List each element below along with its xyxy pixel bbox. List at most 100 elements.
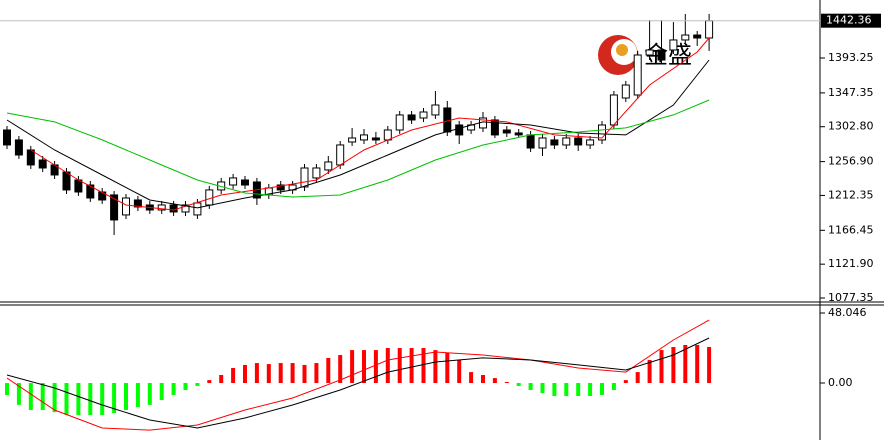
candle-body	[681, 34, 690, 41]
candle-body	[14, 139, 23, 156]
y-tick-label: 1393.25	[828, 51, 874, 64]
histogram-bar	[600, 383, 604, 395]
candle-body	[669, 39, 678, 51]
candle-body	[360, 134, 368, 141]
histogram-bar	[445, 352, 450, 384]
histogram-bar	[362, 350, 366, 384]
histogram-bar	[266, 364, 271, 384]
candle-body	[705, 20, 714, 39]
candle-body	[586, 139, 595, 146]
candle-body	[490, 119, 499, 136]
candle-body	[419, 111, 428, 119]
histogram-bar	[373, 350, 378, 384]
candle-body	[169, 204, 178, 213]
histogram-bar	[481, 374, 485, 384]
histogram-bar	[195, 383, 200, 386]
y-tick-label: 48.046	[828, 306, 867, 319]
candle-body	[538, 137, 547, 149]
histogram-bar	[16, 383, 21, 405]
candle-body	[193, 202, 202, 216]
candle-body	[431, 104, 440, 116]
candle-body	[693, 34, 702, 39]
histogram-bar	[112, 383, 117, 414]
candle-body	[229, 177, 238, 186]
y-tick-label: 0.00	[828, 376, 853, 389]
histogram-bar	[421, 348, 426, 384]
histogram-bar	[100, 383, 105, 416]
candle-body	[133, 199, 142, 208]
candle-body	[407, 114, 416, 121]
histogram-bar	[254, 363, 259, 384]
histogram-bar	[350, 350, 355, 384]
current-price-label: 1442.36	[826, 14, 872, 27]
histogram-bar	[243, 364, 247, 384]
candle-body	[550, 139, 559, 146]
candle-body	[276, 184, 285, 191]
candle-body	[312, 167, 321, 179]
histogram-bar	[623, 380, 628, 384]
candle-body	[657, 49, 666, 61]
y-tick-label: 1121.90	[828, 257, 874, 270]
candle-body	[562, 137, 571, 146]
indicator-line	[6, 59, 710, 209]
histogram-bar	[52, 383, 57, 413]
histogram-bar	[659, 350, 664, 384]
histogram-bar	[290, 363, 295, 384]
candle-body	[598, 124, 606, 141]
current-price-box	[821, 13, 881, 28]
histogram-bar	[159, 383, 164, 401]
candle-body	[300, 167, 309, 188]
y-tick-label: 1256.90	[828, 155, 874, 168]
candle-body	[62, 171, 71, 191]
histogram-bar	[231, 368, 236, 384]
histogram-bar	[409, 348, 414, 384]
histogram-bar	[207, 380, 212, 384]
candle-body	[98, 191, 107, 201]
histogram-bar	[326, 357, 331, 384]
indicator-line	[6, 337, 710, 429]
candle-body	[348, 137, 357, 143]
histogram-bar	[647, 359, 652, 384]
candle-body	[157, 204, 166, 211]
histogram-bar	[528, 383, 533, 391]
candle-body	[122, 197, 130, 216]
histogram-bar	[302, 364, 307, 384]
histogram-bar	[40, 383, 45, 410]
histogram-bar	[64, 383, 69, 416]
histogram-bar	[135, 383, 140, 408]
indicator-line	[6, 99, 710, 198]
candle-body	[621, 84, 630, 99]
candle-body	[526, 134, 535, 149]
y-tick-label: 1212.35	[828, 188, 874, 201]
indicator-line	[30, 37, 710, 211]
histogram-bar	[504, 381, 509, 384]
histogram-bar	[576, 383, 581, 396]
histogram-bar	[171, 383, 176, 395]
histogram-bar	[552, 383, 557, 396]
histogram-bar	[5, 383, 9, 395]
histogram-bar	[611, 383, 616, 391]
histogram-bar	[457, 359, 462, 384]
histogram-bar	[564, 383, 569, 396]
candle-body	[502, 129, 511, 134]
candle-body	[574, 137, 583, 146]
histogram-bar	[338, 355, 343, 384]
histogram-bar	[683, 344, 688, 384]
histogram-bar	[219, 374, 224, 384]
candle-body	[633, 54, 642, 96]
candle-body	[336, 144, 345, 166]
histogram-bar	[540, 383, 545, 394]
y-tick-label: 1077.35	[828, 291, 874, 304]
histogram-bar	[433, 350, 438, 384]
candle-body	[395, 114, 404, 131]
histogram-bar	[314, 363, 319, 384]
candle-body	[371, 137, 380, 141]
histogram-bar	[124, 383, 128, 410]
candle-body	[26, 149, 35, 166]
y-tick-label: 1347.35	[828, 86, 874, 99]
candle-body	[86, 184, 95, 199]
candle-body	[38, 159, 47, 169]
histogram-bar	[469, 372, 474, 384]
candle-body	[455, 124, 464, 136]
